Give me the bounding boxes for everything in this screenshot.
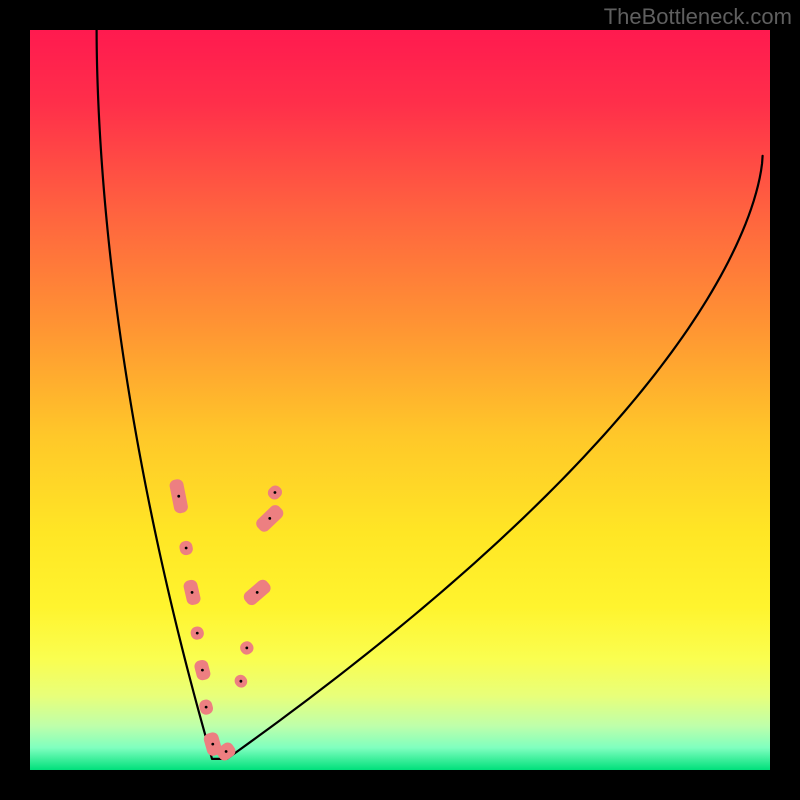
watermark-text: TheBottleneck.com [604, 4, 792, 30]
curve-marker-dot [240, 680, 243, 683]
outer-frame: TheBottleneck.com [0, 0, 800, 800]
curve-marker-dot [268, 517, 271, 520]
curve-marker-dot [225, 750, 228, 753]
plot-area [30, 30, 770, 770]
curve-marker-dot [256, 591, 259, 594]
curve-marker-dot [185, 547, 188, 550]
markers-right-branch [214, 483, 285, 763]
curve-marker-dot [196, 632, 199, 635]
curve-marker-dot [191, 591, 194, 594]
curve-marker-dot [177, 495, 180, 498]
curve-marker-dot [201, 669, 204, 672]
curve-marker-dot [245, 647, 248, 650]
bottleneck-v-curve [97, 30, 763, 759]
plot-svg-overlay [30, 30, 770, 770]
curve-marker-dot [205, 706, 208, 709]
markers-left-branch [169, 478, 224, 757]
curve-marker-dot [274, 491, 277, 494]
curve-marker-dot [211, 743, 214, 746]
